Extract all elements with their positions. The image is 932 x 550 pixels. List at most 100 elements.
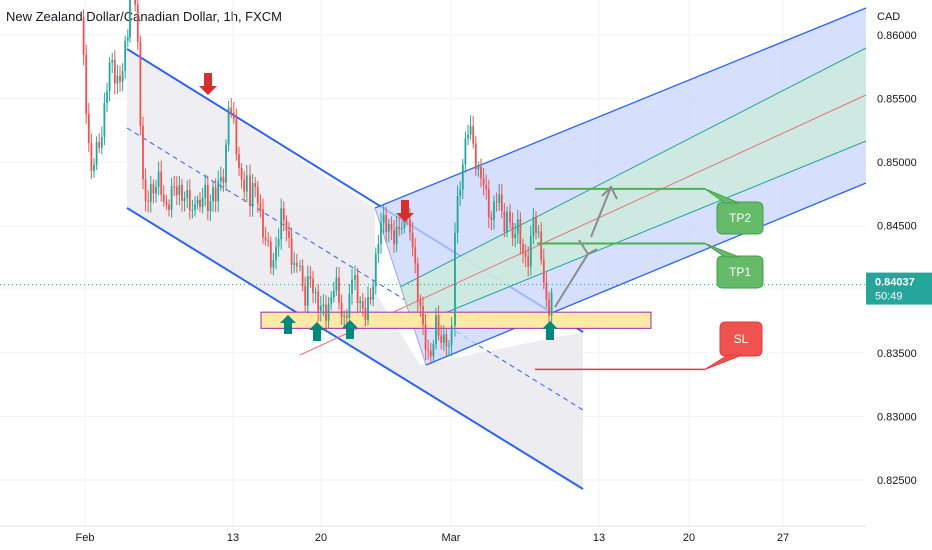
candle-body[interactable] [387, 223, 390, 232]
candle-body[interactable] [524, 252, 527, 257]
candle-body[interactable] [170, 186, 173, 210]
candle-body[interactable] [377, 243, 380, 254]
candle-body[interactable] [191, 209, 194, 211]
candle-body[interactable] [121, 70, 124, 82]
candle-body[interactable] [477, 166, 480, 170]
current-price-badge[interactable] [866, 272, 932, 305]
tp1-callout[interactable]: TP1 [704, 243, 764, 289]
candle-body[interactable] [267, 240, 270, 242]
candle-body[interactable] [188, 189, 191, 211]
candle-body[interactable] [330, 297, 333, 304]
candle-body[interactable] [129, 0, 131, 38]
candle-body[interactable] [309, 276, 312, 279]
candle-body[interactable] [217, 181, 220, 202]
candle-body[interactable] [440, 335, 443, 343]
candle-body[interactable] [126, 37, 129, 41]
candle-body[interactable] [157, 171, 160, 188]
candle-body[interactable] [142, 125, 144, 180]
candle-body[interactable] [487, 189, 490, 218]
candle-body[interactable] [382, 215, 385, 224]
candle-body[interactable] [495, 201, 498, 203]
candle-body[interactable] [364, 308, 367, 320]
candle-body[interactable] [516, 219, 519, 234]
candle-body[interactable] [411, 232, 414, 248]
candle-body[interactable] [537, 231, 540, 233]
candle-body[interactable] [204, 184, 207, 198]
annotations-layer[interactable]: TP2 TP1 SL [0, 73, 866, 371]
candle-body[interactable] [319, 306, 322, 311]
candle-body[interactable] [454, 232, 456, 326]
candle-body[interactable] [390, 223, 393, 230]
candle-body[interactable] [149, 184, 152, 202]
candle-body[interactable] [522, 243, 524, 253]
candle-body[interactable] [456, 195, 459, 233]
candle-body[interactable] [467, 134, 469, 139]
candle-body[interactable] [243, 179, 246, 192]
candle-body[interactable] [269, 241, 272, 268]
candle-body[interactable] [186, 189, 189, 199]
tp2-callout[interactable]: TP2 [704, 188, 764, 235]
candle-body[interactable] [514, 233, 517, 238]
candle-body[interactable] [290, 237, 293, 265]
candle-body[interactable] [201, 197, 204, 207]
pitchfork-inner-upper-line[interactable] [399, 47, 867, 288]
candle-body[interactable] [232, 112, 235, 119]
candle-body[interactable] [500, 194, 503, 212]
candle-body[interactable] [482, 178, 485, 186]
pitchfork-upper-line[interactable] [374, 7, 867, 209]
candle-body[interactable] [106, 91, 108, 104]
candle-body[interactable] [178, 184, 181, 195]
candle-body[interactable] [354, 275, 356, 280]
candle-body[interactable] [254, 183, 257, 188]
candle-body[interactable] [432, 344, 435, 357]
candle-body[interactable] [548, 299, 550, 316]
candle-body[interactable] [288, 230, 290, 238]
candle-body[interactable] [374, 253, 377, 287]
candle-body[interactable] [272, 260, 275, 268]
candle-body[interactable] [306, 276, 309, 306]
candle-body[interactable] [87, 113, 90, 143]
candle-body[interactable] [124, 40, 127, 71]
candle-body[interactable] [327, 303, 330, 321]
candle-body[interactable] [108, 62, 111, 92]
candle-body[interactable] [199, 199, 201, 207]
candle-body[interactable] [139, 42, 142, 126]
candle-body[interactable] [527, 256, 530, 267]
pitchfork-inner-lower-line[interactable] [412, 140, 867, 327]
candle-body[interactable] [262, 209, 264, 238]
price-axis[interactable]: CAD 0.860000.855000.850000.845000.840000… [866, 11, 932, 487]
candle-body[interactable] [429, 350, 432, 357]
candle-body[interactable] [256, 187, 259, 204]
candle-body[interactable] [227, 107, 230, 145]
drawings-layer[interactable] [126, 7, 867, 490]
sl-callout[interactable]: SL [704, 321, 763, 370]
candle-body[interactable] [214, 187, 217, 202]
candle-body[interactable] [312, 278, 314, 293]
candle-body[interactable] [116, 75, 119, 84]
candle-body[interactable] [100, 137, 103, 148]
candle-body[interactable] [416, 263, 419, 302]
candle-body[interactable] [509, 211, 511, 223]
candle-body[interactable] [285, 220, 288, 231]
candle-body[interactable] [414, 247, 417, 264]
candle-body[interactable] [498, 194, 501, 203]
candle-body[interactable] [264, 237, 267, 241]
candle-body[interactable] [155, 187, 157, 194]
candle-body[interactable] [372, 286, 375, 300]
candle-body[interactable] [385, 215, 388, 232]
candle-body[interactable] [222, 177, 225, 183]
candle-body[interactable] [535, 217, 537, 233]
candle-body[interactable] [152, 184, 155, 194]
candle-body[interactable] [395, 226, 398, 244]
candle-body[interactable] [445, 334, 448, 347]
candle-body[interactable] [474, 143, 477, 170]
candle-body[interactable] [393, 229, 395, 244]
candle-body[interactable] [322, 304, 325, 307]
candle-body[interactable] [209, 201, 212, 212]
candle-body[interactable] [503, 211, 506, 232]
candle-body[interactable] [134, 0, 137, 5]
candle-body[interactable] [367, 297, 369, 320]
candle-body[interactable] [304, 286, 307, 306]
candle-body[interactable] [398, 226, 401, 230]
